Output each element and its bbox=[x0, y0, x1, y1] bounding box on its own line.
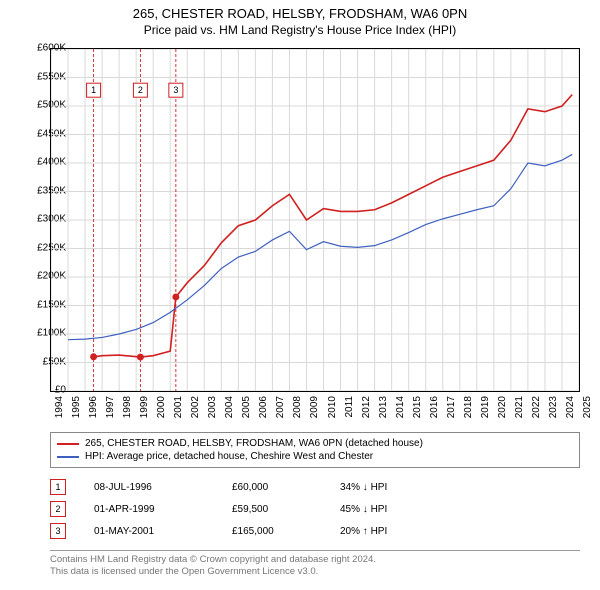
x-tick-label: 2016 bbox=[429, 396, 440, 418]
events-table: 1 08-JUL-1996 £60,000 34% ↓ HPI 2 01-APR-1999… bbox=[50, 476, 580, 542]
x-tick-label: 1999 bbox=[139, 396, 150, 418]
legend-swatch bbox=[57, 456, 79, 458]
legend-swatch bbox=[57, 443, 79, 445]
x-tick-label: 2012 bbox=[361, 396, 372, 418]
x-tick-label: 2011 bbox=[344, 396, 355, 418]
x-tick-label: 2013 bbox=[378, 396, 389, 418]
x-tick-label: 1998 bbox=[122, 396, 133, 418]
x-tick-label: 2022 bbox=[531, 396, 542, 418]
x-tick-label: 2010 bbox=[327, 396, 338, 418]
event-row: 1 08-JUL-1996 £60,000 34% ↓ HPI bbox=[50, 476, 580, 498]
x-tick-label: 2004 bbox=[224, 396, 235, 418]
x-tick-label: 2023 bbox=[548, 396, 559, 418]
event-price: £59,500 bbox=[232, 504, 312, 515]
title-subtitle: Price paid vs. HM Land Registry's House … bbox=[0, 21, 600, 37]
legend-row: 265, CHESTER ROAD, HELSBY, FRODSHAM, WA6… bbox=[57, 437, 573, 450]
svg-text:3: 3 bbox=[173, 85, 178, 95]
event-row: 3 01-MAY-2001 £165,000 20% ↑ HPI bbox=[50, 520, 580, 542]
event-badge: 3 bbox=[50, 523, 66, 539]
svg-text:2: 2 bbox=[138, 85, 143, 95]
x-tick-label: 2003 bbox=[207, 396, 218, 418]
x-tick-label: 1994 bbox=[54, 396, 65, 418]
legend-box: 265, CHESTER ROAD, HELSBY, FRODSHAM, WA6… bbox=[50, 432, 580, 468]
chart-svg: 1 2 3 bbox=[51, 49, 579, 391]
event-date: 08-JUL-1996 bbox=[94, 482, 204, 493]
x-tick-label: 2021 bbox=[514, 396, 525, 418]
x-tick-label: 2006 bbox=[258, 396, 269, 418]
x-tick-label: 2024 bbox=[565, 396, 576, 418]
legend-label: 265, CHESTER ROAD, HELSBY, FRODSHAM, WA6… bbox=[85, 438, 423, 449]
event-price: £165,000 bbox=[232, 526, 312, 537]
x-tick-label: 1996 bbox=[88, 396, 99, 418]
x-tick-label: 2015 bbox=[412, 396, 423, 418]
footer-line: This data is licensed under the Open Gov… bbox=[50, 566, 580, 578]
x-tick-label: 2017 bbox=[446, 396, 457, 418]
x-tick-label: 2007 bbox=[275, 396, 286, 418]
event-price: £60,000 bbox=[232, 482, 312, 493]
event-date: 01-APR-1999 bbox=[94, 504, 204, 515]
x-tick-label: 1995 bbox=[71, 396, 82, 418]
event-badge: 2 bbox=[50, 501, 66, 517]
x-tick-label: 2025 bbox=[582, 396, 593, 418]
chart-plot-area: 1 2 3 bbox=[50, 48, 580, 392]
footer-line: Contains HM Land Registry data © Crown c… bbox=[50, 554, 580, 566]
title-address: 265, CHESTER ROAD, HELSBY, FRODSHAM, WA6… bbox=[0, 0, 600, 21]
x-tick-label: 2000 bbox=[156, 396, 167, 418]
event-date: 01-MAY-2001 bbox=[94, 526, 204, 537]
x-tick-label: 2005 bbox=[241, 396, 252, 418]
legend-row: HPI: Average price, detached house, Ches… bbox=[57, 450, 573, 463]
x-tick-label: 2002 bbox=[190, 396, 201, 418]
x-tick-label: 1997 bbox=[105, 396, 116, 418]
legend-label: HPI: Average price, detached house, Ches… bbox=[85, 451, 373, 462]
x-tick-label: 2019 bbox=[480, 396, 491, 418]
svg-text:1: 1 bbox=[91, 85, 96, 95]
footer-attribution: Contains HM Land Registry data © Crown c… bbox=[50, 550, 580, 578]
x-tick-label: 2009 bbox=[309, 396, 320, 418]
x-tick-label: 2014 bbox=[395, 396, 406, 418]
chart-container: 265, CHESTER ROAD, HELSBY, FRODSHAM, WA6… bbox=[0, 0, 600, 590]
event-row: 2 01-APR-1999 £59,500 45% ↓ HPI bbox=[50, 498, 580, 520]
event-diff: 45% ↓ HPI bbox=[340, 504, 440, 515]
event-diff: 20% ↑ HPI bbox=[340, 526, 440, 537]
x-tick-label: 2008 bbox=[292, 396, 303, 418]
event-badge: 1 bbox=[50, 479, 66, 495]
event-diff: 34% ↓ HPI bbox=[340, 482, 440, 493]
x-tick-label: 2018 bbox=[463, 396, 474, 418]
x-tick-label: 2001 bbox=[173, 396, 184, 418]
x-tick-label: 2020 bbox=[497, 396, 508, 418]
